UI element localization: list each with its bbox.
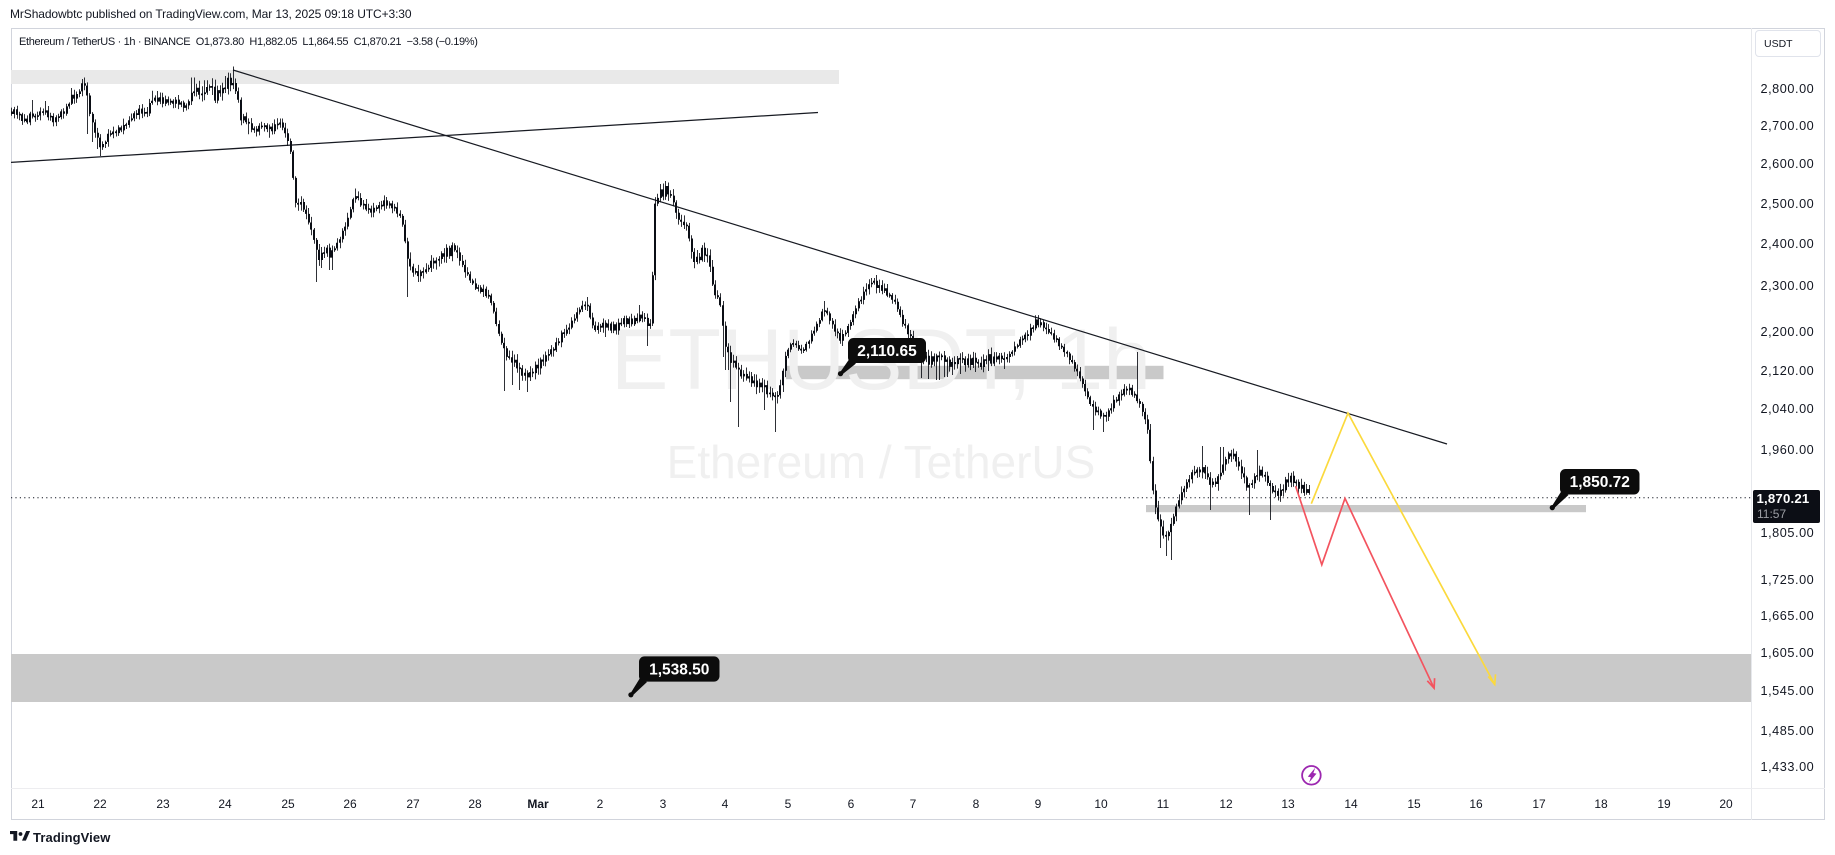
svg-text:Ethereum / TetherUS: Ethereum / TetherUS (667, 436, 1096, 488)
svg-text:1,850.72: 1,850.72 (1570, 474, 1630, 491)
svg-text:2,110.65: 2,110.65 (857, 343, 917, 360)
svg-text:1,538.50: 1,538.50 (649, 661, 709, 678)
